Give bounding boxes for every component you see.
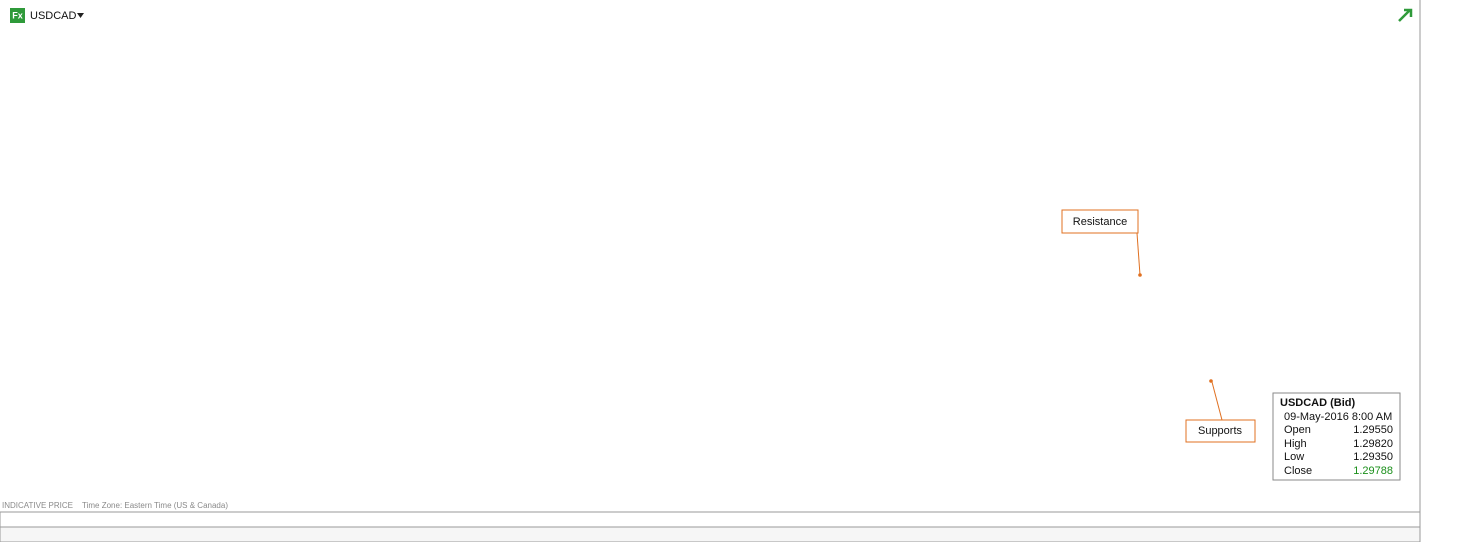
info-label: Open	[1284, 424, 1311, 436]
trend-icon[interactable]	[1398, 8, 1413, 22]
info-value: 1.29550	[1353, 424, 1393, 436]
week-row	[0, 511, 1421, 528]
annotation-text: Supports	[1198, 425, 1243, 437]
annotation-text: Resistance	[1073, 216, 1127, 228]
annotation-point	[1138, 273, 1142, 277]
info-label: Low	[1284, 451, 1304, 463]
info-label: High	[1284, 438, 1307, 450]
symbol-dropdown[interactable]	[77, 13, 84, 18]
info-value: 1.29820	[1353, 438, 1393, 450]
annotation-box	[1185, 419, 1256, 443]
time-zone: Time Zone: Eastern Time (US & Canada)	[82, 501, 228, 510]
annotation-connector	[1211, 381, 1223, 421]
fx-icon[interactable]	[10, 8, 25, 23]
price-type: INDICATIVE PRICE	[2, 501, 73, 510]
info-label: Close	[1284, 465, 1312, 477]
info-title: USDCAD (Bid)	[1280, 397, 1355, 409]
annotation-point	[1209, 379, 1213, 383]
month-row	[0, 526, 1421, 542]
symbol[interactable]: USDCAD	[30, 10, 77, 22]
info-datetime: 09-May-2016 8:00 AM	[1284, 411, 1392, 423]
annotation-connector	[1136, 232, 1141, 276]
info-value: 1.29788	[1353, 465, 1393, 477]
annotation-box	[1061, 209, 1139, 234]
info-value: 1.29350	[1353, 451, 1393, 463]
fx-icon-text: Fx	[12, 10, 23, 20]
info-box	[1272, 392, 1401, 481]
